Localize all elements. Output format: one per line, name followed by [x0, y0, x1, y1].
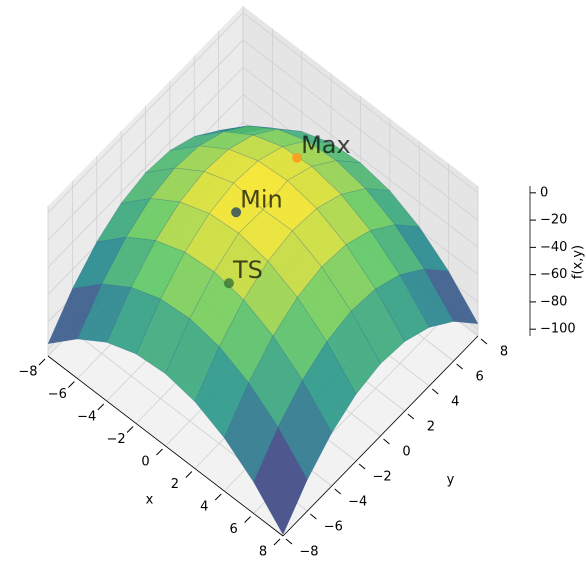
grid-line	[47, 12, 479, 214]
y-tick-label: −4	[348, 495, 367, 510]
z-tick-label: −60	[540, 267, 567, 282]
point-marker	[231, 207, 242, 218]
tick-mark	[156, 448, 163, 456]
grid-line	[47, 39, 479, 241]
surface-patch	[302, 341, 357, 434]
tick-mark	[244, 516, 251, 523]
tick-mark	[358, 463, 366, 470]
x-tick-label: 6	[229, 522, 237, 537]
x-tick-label: 0	[141, 455, 149, 470]
surface-patch	[253, 426, 308, 536]
y-axis-label: y	[447, 473, 455, 488]
tick-mark	[126, 426, 134, 433]
surface-patch	[375, 274, 430, 342]
surface-patch	[277, 379, 333, 481]
z-tick-label: −100	[540, 322, 576, 337]
y-tick-label: 6	[475, 370, 483, 385]
x-axis-line	[47, 355, 284, 537]
surface-patch	[423, 268, 479, 325]
point-label: Max	[301, 131, 351, 159]
point-marker	[292, 152, 303, 163]
y-tick-label: 4	[451, 395, 459, 410]
z-tick-label: 0	[540, 185, 548, 200]
tick-mark	[310, 513, 317, 520]
z-tick-label: −80	[540, 294, 567, 309]
y-tick-label: 8	[500, 345, 508, 360]
z-tick-label: −40	[540, 240, 567, 255]
z-tick-label: −20	[540, 213, 567, 228]
grid-line	[47, 66, 479, 268]
tick-mark	[214, 493, 222, 501]
x-tick-label: −4	[77, 410, 96, 425]
y-tick-label: −6	[324, 520, 343, 535]
tick-mark	[431, 388, 439, 395]
y-tick-label: 0	[402, 445, 410, 460]
x-tick-label: 2	[171, 477, 179, 492]
x-tick-label: 8	[259, 545, 267, 560]
x-tick-label: −8	[18, 365, 37, 380]
point-marker	[223, 278, 234, 289]
point-label: TS	[232, 256, 263, 284]
tick-mark	[480, 338, 488, 345]
tick-mark	[68, 381, 75, 388]
tick-mark	[407, 413, 415, 420]
surface-patch	[399, 268, 455, 328]
x-tick-label: 4	[200, 500, 208, 515]
tick-mark	[456, 363, 463, 370]
tick-mark	[185, 471, 193, 478]
y-axis-line	[282, 335, 479, 537]
y-tick-label: 2	[427, 420, 435, 435]
x-axis-label: x	[146, 493, 154, 508]
tick-mark	[38, 358, 46, 366]
x-tick-label: −6	[48, 387, 67, 402]
surface-patch	[326, 310, 381, 395]
tick-mark	[273, 538, 281, 546]
tick-mark	[334, 488, 342, 495]
y-tick-label: −8	[299, 545, 318, 560]
y-tick-label: −2	[373, 470, 392, 485]
tick-mark	[383, 438, 390, 445]
z-axis-label: f(x,y)	[571, 245, 586, 279]
surface-patch	[350, 288, 406, 365]
point-label: Min	[240, 185, 283, 213]
tick-mark	[97, 403, 105, 411]
tick-mark	[285, 538, 293, 545]
x-tick-label: −2	[107, 432, 126, 447]
